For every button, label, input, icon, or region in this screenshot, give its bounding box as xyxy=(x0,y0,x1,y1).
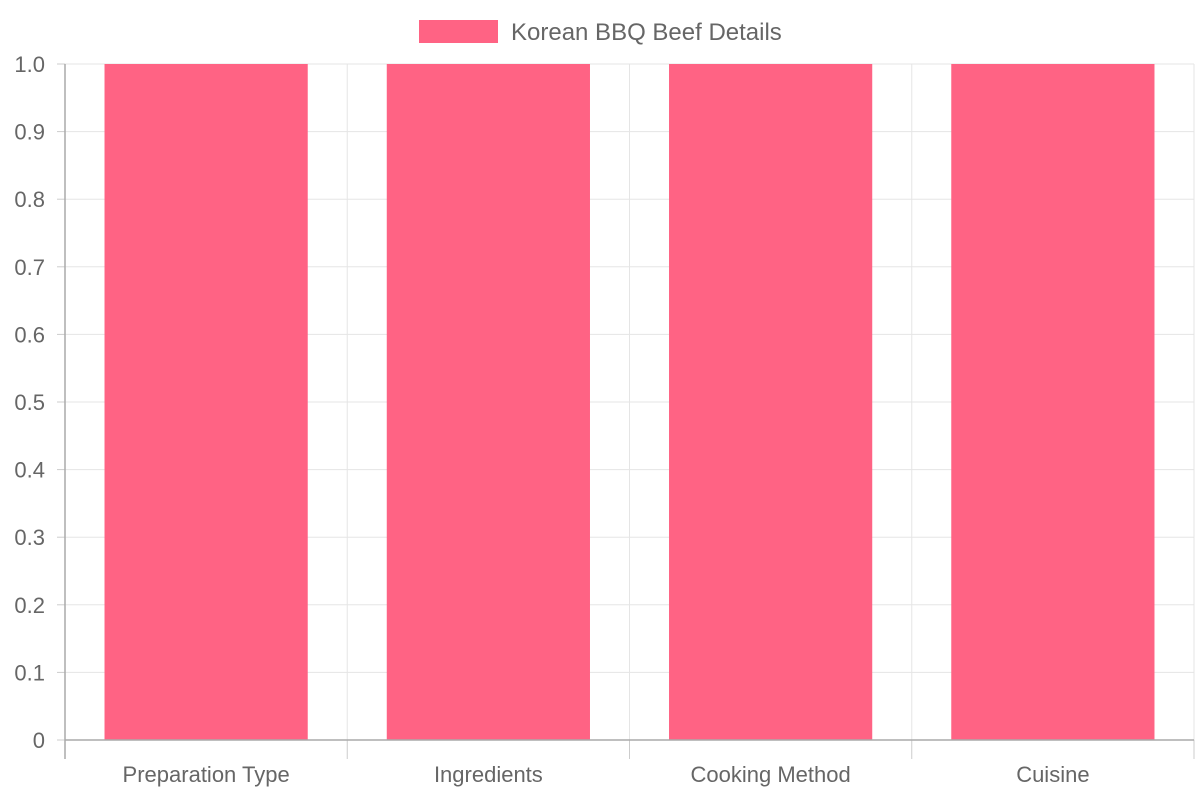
y-tick-label: 0 xyxy=(33,728,45,753)
bars xyxy=(104,64,1155,740)
y-tick-label: 0.7 xyxy=(14,255,45,280)
x-tick-labels: Preparation Type Ingredients Cooking Metho… xyxy=(123,762,1090,787)
y-tick-label: 0.9 xyxy=(14,120,45,145)
legend-swatch[interactable] xyxy=(419,20,498,43)
y-tick-labels: 0 0.1 0.2 0.3 0.4 0.5 0.6 0.7 0.8 0.9 1.0 xyxy=(14,52,45,753)
y-tick-label: 0.8 xyxy=(14,187,45,212)
x-tick-label: Cooking Method xyxy=(691,762,851,787)
bar[interactable] xyxy=(104,64,308,740)
x-tick-label: Ingredients xyxy=(434,762,543,787)
bar[interactable] xyxy=(669,64,873,740)
y-tick-label: 0.6 xyxy=(14,322,45,347)
legend[interactable]: Korean BBQ Beef Details xyxy=(419,19,782,46)
axes xyxy=(57,63,1195,759)
bar[interactable] xyxy=(951,64,1155,740)
y-tick-label: 0.4 xyxy=(14,458,45,483)
y-tick-label: 0.5 xyxy=(14,390,45,415)
x-tick-label: Preparation Type xyxy=(123,762,290,787)
y-tick-label: 1.0 xyxy=(14,52,45,77)
x-tick-label: Cuisine xyxy=(1016,762,1089,787)
bar[interactable] xyxy=(386,64,590,740)
y-tick-label: 0.2 xyxy=(14,593,45,618)
y-tick-label: 0.3 xyxy=(14,525,45,550)
y-tick-label: 0.1 xyxy=(14,660,45,685)
legend-label[interactable]: Korean BBQ Beef Details xyxy=(511,19,782,46)
